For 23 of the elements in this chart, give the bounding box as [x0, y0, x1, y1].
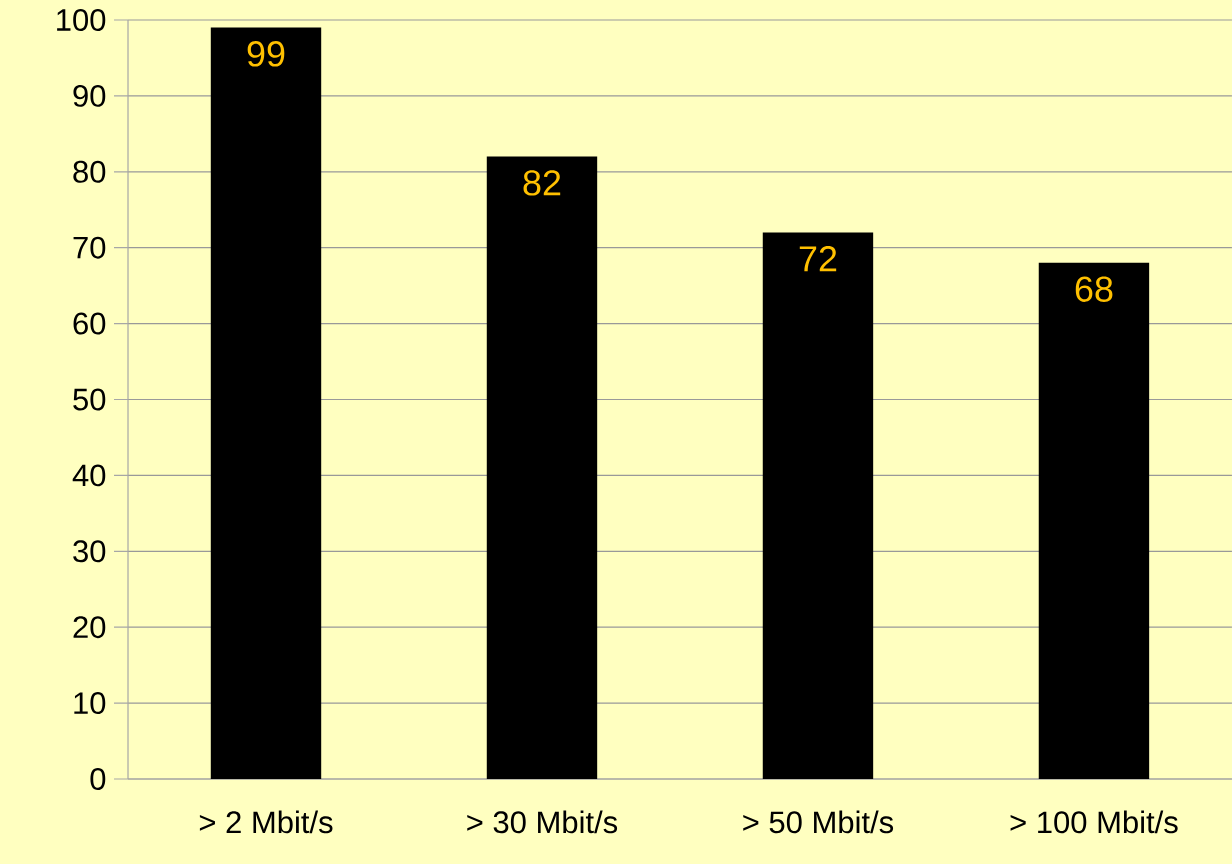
- y-tick-label: 100: [57, 9, 106, 31]
- y-tick-label: 80: [73, 160, 106, 183]
- y-tick-label: 20: [73, 616, 106, 639]
- x-tick-label: > 100 Mbit/s: [1010, 810, 1178, 834]
- bar: [486, 156, 598, 779]
- y-tick-label: 90: [73, 84, 106, 107]
- y-tick-label: 10: [74, 692, 106, 715]
- data-label: 68: [1075, 276, 1113, 302]
- data-label: 82: [523, 170, 561, 196]
- y-tick-label: 50: [73, 388, 106, 411]
- y-tick-label: 40: [72, 464, 106, 487]
- y-tick-label: 0: [90, 768, 106, 790]
- x-tick-label: > 2 Mbit/s: [199, 810, 333, 834]
- y-tick-label: 70: [73, 236, 106, 259]
- x-tick-label: > 50 Mbit/s: [743, 810, 894, 834]
- data-label: 99: [247, 41, 285, 67]
- y-tick-label: 60: [73, 312, 106, 335]
- data-label: 72: [799, 246, 837, 272]
- x-tick-label: > 30 Mbit/s: [467, 810, 618, 834]
- bar: [210, 27, 322, 779]
- y-tick-label: 30: [73, 540, 106, 563]
- bar: [1038, 262, 1150, 779]
- bar: [762, 232, 874, 779]
